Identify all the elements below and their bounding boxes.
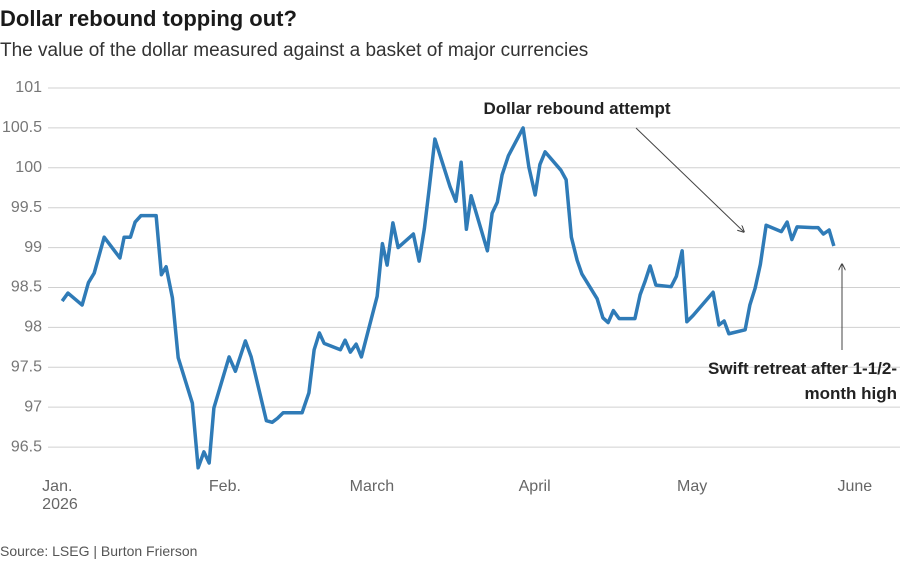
chart-title: Dollar rebound topping out?	[0, 6, 297, 31]
annotation: Dollar rebound attempt	[483, 99, 671, 118]
y-tick-label: 96.5	[11, 438, 42, 455]
y-tick-label: 101	[15, 79, 42, 96]
y-tick-label: 100.5	[2, 119, 42, 136]
y-tick-label: 97	[24, 398, 42, 415]
annotation-arrow	[635, 127, 744, 232]
y-tick-label: 98.5	[11, 279, 42, 296]
y-tick-label: 99	[24, 239, 42, 256]
x-tick-label: June	[837, 478, 873, 495]
y-tick-label: 99.5	[11, 199, 42, 216]
data-line	[60, 126, 836, 470]
x-tick-label: March	[349, 478, 395, 495]
chart-subtitle: The value of the dollar measured against…	[0, 40, 589, 61]
y-tick-label: 98	[24, 319, 42, 336]
y-tick-label: 97.5	[11, 358, 42, 375]
x-tick-label: May	[676, 478, 708, 495]
annotation: Swift retreat after 1-1/2- month high	[708, 359, 897, 403]
y-tick-label: 100	[15, 159, 42, 176]
x-tick-label: Jan. 2026	[42, 478, 78, 513]
x-tick-label: Feb.	[208, 478, 241, 495]
x-tick-label: April	[518, 478, 551, 495]
source-note: Source: LSEG | Burton Frierson	[0, 543, 198, 559]
